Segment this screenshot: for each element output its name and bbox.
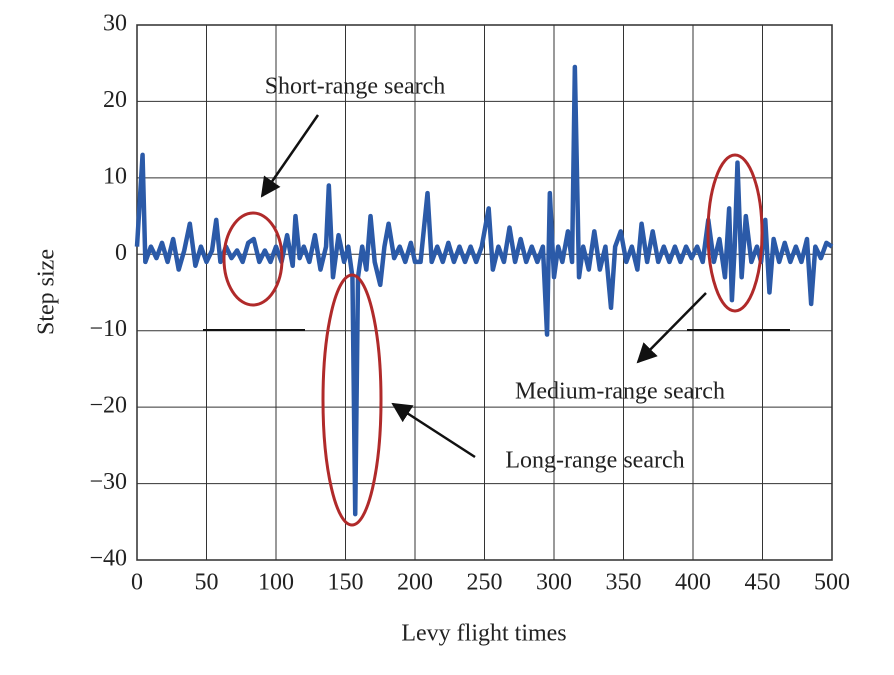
arrow xyxy=(636,292,707,364)
y-tick-label: 30 xyxy=(103,11,127,37)
x-tick-label: 250 xyxy=(467,570,503,596)
x-tick-label: 500 xyxy=(814,570,850,596)
series xyxy=(134,64,834,517)
x-tick-label: 100 xyxy=(258,570,294,596)
y-tick-label: −40 xyxy=(89,546,127,572)
grid xyxy=(136,24,833,561)
x-tick-label: 300 xyxy=(536,570,572,596)
x-tick-label: 200 xyxy=(397,570,433,596)
x-axis-label: Levy flight times xyxy=(401,621,566,647)
x-tick-label: 350 xyxy=(606,570,642,596)
x-tick-label: 400 xyxy=(675,570,711,596)
ticks: 0 50 100 150 200 250 300 350 400 450 500−40−30−20−… xyxy=(89,11,850,596)
x-tick-label: 0 xyxy=(131,570,143,596)
y-tick-label: −20 xyxy=(89,393,127,419)
highlight-ellipse xyxy=(222,211,284,307)
y-tick-label: 10 xyxy=(103,163,127,189)
y-tick-label: −10 xyxy=(89,316,127,342)
y-tick-label: −30 xyxy=(89,469,127,495)
data-line xyxy=(134,64,834,517)
highlight-ellipse xyxy=(321,273,383,527)
arrow xyxy=(391,402,476,459)
y-tick-label: 0 xyxy=(115,240,127,266)
y-axis-label: Step size xyxy=(34,249,60,335)
x-tick-label: 450 xyxy=(745,570,781,596)
x-tick-label: 50 xyxy=(195,570,219,596)
annotation: Short-range search xyxy=(265,74,446,100)
annotation: Medium-range search xyxy=(515,379,725,405)
x-tick-label: 150 xyxy=(328,570,364,596)
annotation: Long-range search xyxy=(505,448,684,474)
y-tick-label: 20 xyxy=(103,87,127,113)
highlight-ellipse xyxy=(706,153,764,313)
arrow xyxy=(260,114,320,198)
